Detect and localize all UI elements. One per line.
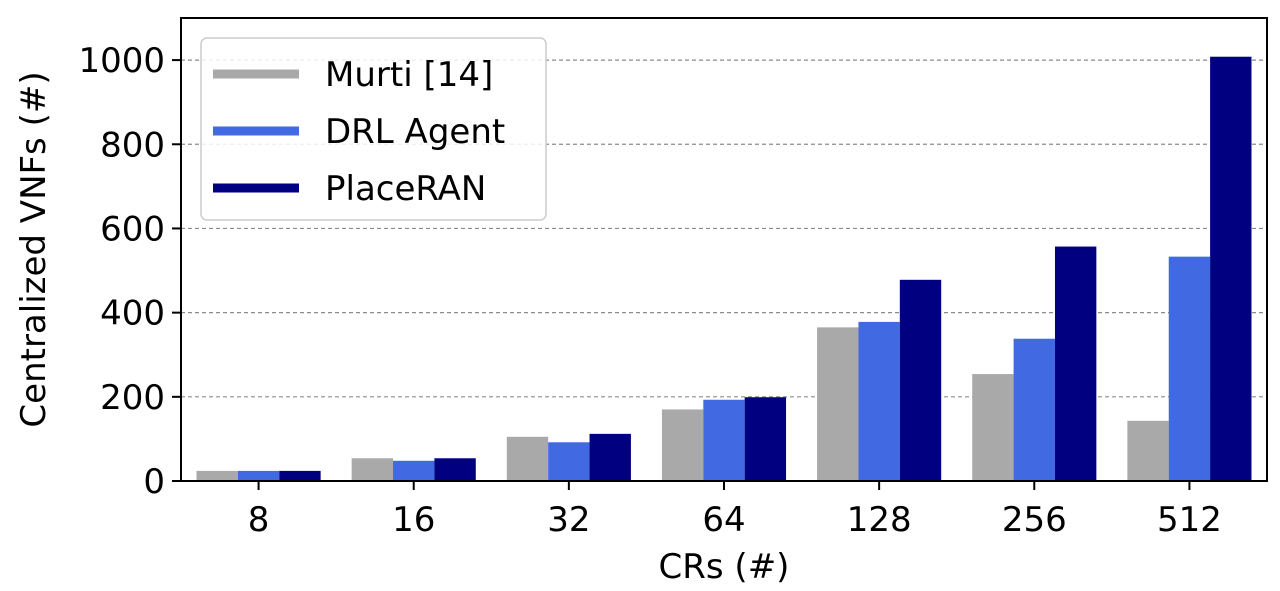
legend-box <box>200 37 547 221</box>
bar-drl-agent-8 <box>237 470 280 481</box>
legend-label: PlaceRAN <box>325 169 486 209</box>
x-tick-label: 128 <box>847 500 912 540</box>
bar-murti-14-128 <box>817 327 859 481</box>
bar-drl-agent-256 <box>1013 338 1055 481</box>
bar-placeran-512 <box>1210 56 1252 482</box>
x-tick-label: 64 <box>702 500 745 540</box>
x-axis-ticks: 8 16 32 64 128 256 512 <box>248 481 1222 540</box>
bars <box>196 56 1252 482</box>
bar-murti-14-256 <box>972 374 1014 481</box>
y-axis-label: Centralized VNFs (#) <box>14 71 54 427</box>
bar-murti-14-32 <box>506 436 549 481</box>
y-tick-label: 1000 <box>78 41 165 81</box>
x-tick-label: 16 <box>392 500 435 540</box>
x-tick-label: 256 <box>1002 500 1067 540</box>
y-axis-ticks: 0 200 400 600 800 1000 <box>78 41 181 502</box>
bar-placeran-64 <box>744 397 787 481</box>
bar-murti-14-512 <box>1127 420 1169 481</box>
x-tick-label: 512 <box>1157 500 1222 540</box>
legend: Murti [14] DRL Agent PlaceRAN <box>200 37 547 221</box>
bar-murti-14-64 <box>661 409 704 481</box>
bar-placeran-16 <box>434 458 476 481</box>
y-tick-label: 600 <box>100 209 165 249</box>
y-tick-label: 0 <box>143 462 165 502</box>
bar-placeran-32 <box>589 433 631 481</box>
y-tick-label: 800 <box>100 125 165 165</box>
y-tick-label: 400 <box>100 294 165 334</box>
legend-label: Murti [14] <box>325 55 493 95</box>
bar-drl-agent-512 <box>1168 256 1211 481</box>
bar-drl-agent-16 <box>393 460 435 481</box>
bar-placeran-128 <box>899 279 942 481</box>
bar-drl-agent-32 <box>548 442 590 481</box>
x-axis-label: CRs (#) <box>659 547 790 587</box>
bar-drl-agent-128 <box>858 321 900 481</box>
y-tick-label: 200 <box>100 378 165 418</box>
x-tick-label: 32 <box>547 500 590 540</box>
bar-placeran-8 <box>279 470 321 481</box>
bar-murti-14-16 <box>351 458 394 481</box>
legend-label: DRL Agent <box>325 112 505 152</box>
bar-placeran-256 <box>1054 246 1097 481</box>
x-tick-label: 8 <box>248 500 270 540</box>
bar-murti-14-8 <box>196 470 238 481</box>
bar-drl-agent-64 <box>703 399 745 481</box>
